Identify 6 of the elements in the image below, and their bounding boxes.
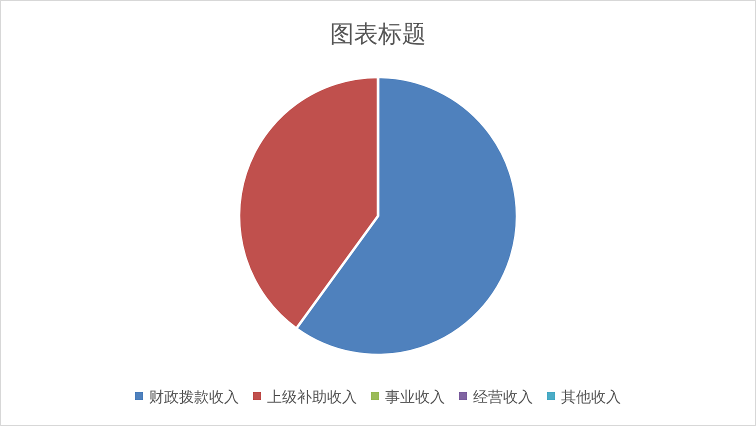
legend-label: 上级补助收入 bbox=[267, 388, 357, 406]
legend-label: 经营收入 bbox=[473, 388, 533, 406]
chart-title: 图表标题 bbox=[330, 20, 426, 48]
legend-label: 财政拨款收入 bbox=[149, 388, 239, 406]
legend-label: 事业收入 bbox=[385, 388, 445, 406]
legend-label: 其他收入 bbox=[561, 388, 621, 406]
